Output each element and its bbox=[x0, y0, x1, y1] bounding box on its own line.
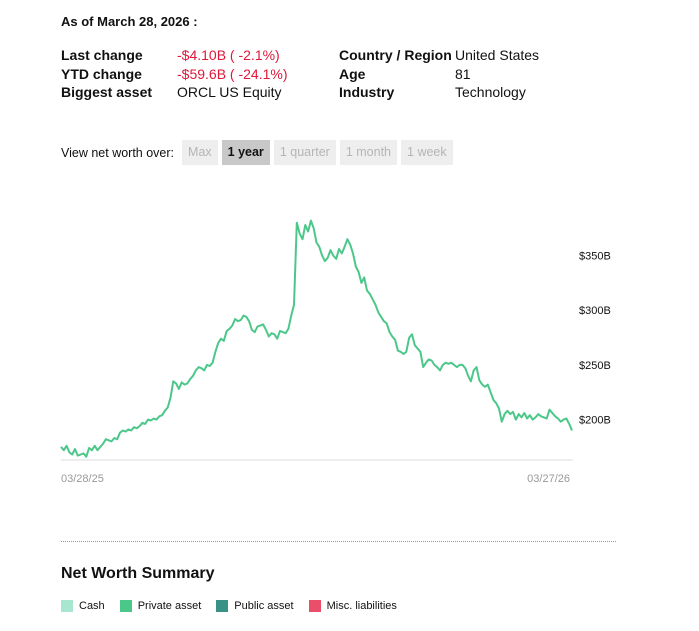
period-button-1-week[interactable]: 1 week bbox=[401, 140, 453, 165]
period-button-1-year[interactable]: 1 year bbox=[221, 140, 270, 165]
y-tick-label-350: $350B bbox=[579, 251, 611, 263]
legend-item-public-asset: Public asset bbox=[216, 600, 294, 612]
legend-item-cash: Cash bbox=[61, 600, 105, 612]
x-tick-label-end: 03/27/26 bbox=[527, 473, 570, 485]
stat-row-biggest-asset: Biggest asset ORCL US Equity bbox=[61, 83, 288, 102]
net-worth-line bbox=[60, 219, 573, 458]
stat-label: YTD change bbox=[61, 65, 142, 82]
summary-legend: Cash Private asset Public asset Misc. li… bbox=[61, 600, 412, 612]
legend-swatch bbox=[61, 600, 73, 612]
stat-row-last-change: Last change -$4.10B ( -2.1%) bbox=[61, 46, 288, 65]
period-button-max[interactable]: Max bbox=[182, 140, 218, 165]
y-tick-label-300: $300B bbox=[579, 305, 611, 317]
y-tick-label-250: $250B bbox=[579, 360, 611, 372]
legend-swatch bbox=[119, 600, 132, 612]
legend-item-misc-liabilities: Misc. liabilities bbox=[308, 600, 397, 612]
stat-value: ORCL US Equity bbox=[177, 84, 282, 100]
stat-label: Biggest asset bbox=[61, 84, 153, 100]
period-selector-label: View net worth over: bbox=[61, 145, 175, 160]
legend-item-private-asset: Private asset bbox=[119, 600, 202, 612]
as-of-date: As of March 28, 2026 : bbox=[61, 14, 198, 29]
net-worth-chart: $350B $300B $250B $200B 03/28/25 03/27/2… bbox=[60, 219, 611, 485]
stat-row-ytd-change: YTD change -$59.6B ( -24.1%) bbox=[61, 65, 288, 84]
x-tick-label-start: 03/28/25 bbox=[61, 473, 104, 485]
legend-swatch bbox=[308, 600, 321, 612]
legend-swatch bbox=[216, 600, 229, 612]
stats-left: Last change -$4.10B ( -2.1%) YTD change … bbox=[61, 46, 288, 102]
y-tick-label-200: $200B bbox=[579, 415, 611, 427]
stat-row-industry: Industry Technology bbox=[339, 83, 539, 102]
stat-row-age: Age 81 bbox=[339, 65, 539, 84]
period-button-1-quarter[interactable]: 1 quarter bbox=[273, 140, 336, 165]
legend-label: Private asset bbox=[137, 600, 202, 612]
stat-value: Technology bbox=[455, 84, 526, 100]
stat-label: Last change bbox=[61, 47, 143, 63]
legend-label: Public asset bbox=[234, 600, 294, 612]
period-button-1-month[interactable]: 1 month bbox=[339, 140, 398, 165]
legend-label: Cash bbox=[79, 600, 105, 612]
stat-value: -$4.10B ( -2.1%) bbox=[177, 47, 280, 63]
net-worth-summary-title: Net Worth Summary bbox=[61, 565, 215, 582]
legend-label: Misc. liabilities bbox=[326, 600, 397, 612]
stat-value: 81 bbox=[455, 65, 471, 82]
stat-value: -$59.6B ( -24.1%) bbox=[177, 65, 288, 82]
stat-row-country: Country / Region United States bbox=[339, 46, 539, 65]
period-selector: View net worth over: Max 1 year 1 quarte… bbox=[61, 140, 457, 165]
stat-value: United States bbox=[455, 47, 540, 63]
section-divider bbox=[61, 541, 616, 542]
stat-label: Industry bbox=[339, 84, 395, 100]
stats-right: Country / Region United States Age 81 In… bbox=[339, 46, 539, 102]
stat-label: Country / Region bbox=[339, 47, 452, 63]
stat-label: Age bbox=[339, 65, 366, 82]
